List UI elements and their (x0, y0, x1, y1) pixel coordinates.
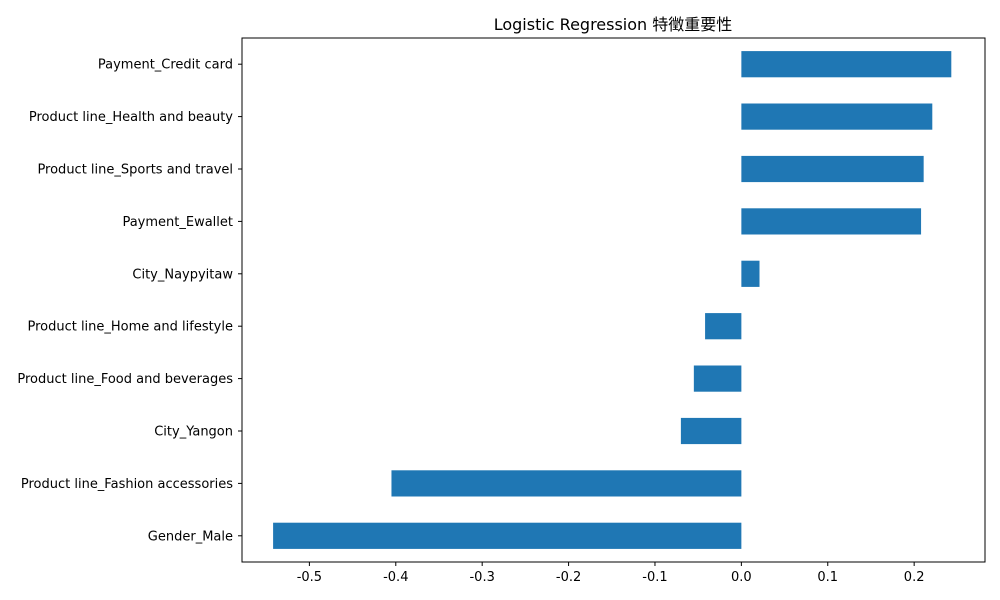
y-tick-label: Product line_Sports and travel (37, 163, 233, 178)
bar-city-yangon (680, 417, 742, 445)
y-tick-label: Gender_Male (148, 529, 233, 544)
bar-product-line-sports-and-travel (741, 155, 924, 183)
chart-title: Logistic Regression 特徵重要性 (494, 15, 733, 34)
y-tick-label: Payment_Ewallet (122, 215, 233, 230)
y-tick-label: Product line_Health and beauty (29, 110, 233, 125)
bar-product-line-fashion-accessories (391, 470, 742, 497)
y-tick-label: City_Yangon (154, 425, 233, 440)
bar-payment-ewallet (741, 208, 922, 235)
bar-gender-male (273, 522, 742, 549)
bar-product-line-home-and-lifestyle (705, 313, 742, 340)
y-tick-label: Product line_Food and beverages (17, 372, 233, 387)
x-axis: -0.5 -0.4 -0.3 -0.2 -0.1 0.0 0.1 0.2 (297, 562, 925, 585)
x-tick-label: -0.4 (383, 570, 408, 585)
x-tick-label: -0.3 (469, 570, 494, 585)
x-tick-label: 0.1 (817, 570, 838, 585)
bar-city-naypyitaw (741, 260, 760, 287)
plot-frame (241, 37, 986, 563)
bar-product-line-health-and-beauty (741, 103, 933, 130)
y-tick-label: Product line_Home and lifestyle (27, 320, 233, 335)
y-tick-label: Product line_Fashion accessories (21, 477, 233, 492)
bars-layer (273, 51, 952, 549)
bar-payment-credit-card (741, 51, 952, 78)
y-tick-label: Payment_Credit card (98, 58, 233, 73)
x-tick-label: 0.2 (904, 570, 925, 585)
x-tick-label: -0.5 (297, 570, 322, 585)
y-tick-label: City_Naypyitaw (132, 267, 233, 282)
x-tick-label: -0.2 (556, 570, 581, 585)
y-axis: Payment_Credit card Product line_Health a… (17, 58, 242, 544)
x-tick-label: -0.1 (642, 570, 667, 585)
x-tick-label: 0.0 (731, 570, 752, 585)
bar-product-line-food-and-beverages (693, 365, 742, 392)
